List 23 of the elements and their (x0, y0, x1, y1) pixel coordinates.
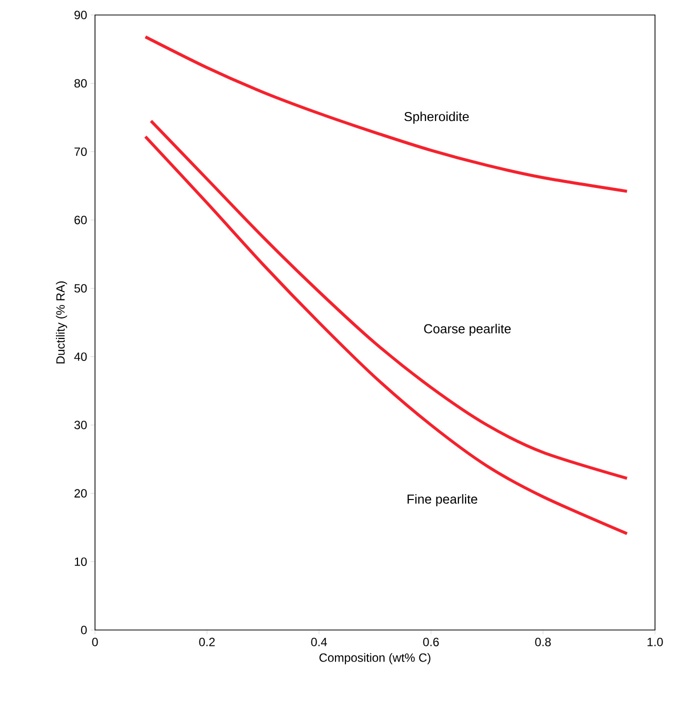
y-tick-label: 0 (81, 626, 87, 634)
line-series (144, 35, 629, 193)
annotation: Fine pearlite (408, 494, 478, 506)
y-tick-label: 70 (74, 147, 87, 156)
x-tick-label: 0.6 (423, 638, 439, 646)
y-tick-label: 40 (74, 352, 87, 361)
y-axis-title: Ductility (% RA) (56, 281, 68, 364)
x-axis-title: Composition (wt% C) (319, 653, 430, 664)
y-tick-label: 30 (74, 420, 87, 430)
y-tick-label: 60 (74, 216, 87, 224)
y-tick-label: 20 (74, 489, 87, 498)
y-tick-label: 90 (74, 10, 87, 20)
x-tick-label: 0.8 (535, 638, 551, 646)
x-tick-label: 0.4 (311, 638, 327, 646)
annotation: Coarse pearlite (424, 324, 511, 336)
y-tick-label: 50 (74, 284, 87, 293)
x-tick-label: 0.2 (199, 638, 215, 646)
line-series (144, 135, 629, 536)
x-tick-label: 0 (92, 638, 98, 646)
y-tick-label: 80 (74, 79, 87, 88)
x-tick-label: 1.0 (648, 638, 663, 646)
annotation: Spheroidite (404, 112, 469, 124)
y-tick-label: 10 (74, 557, 87, 566)
